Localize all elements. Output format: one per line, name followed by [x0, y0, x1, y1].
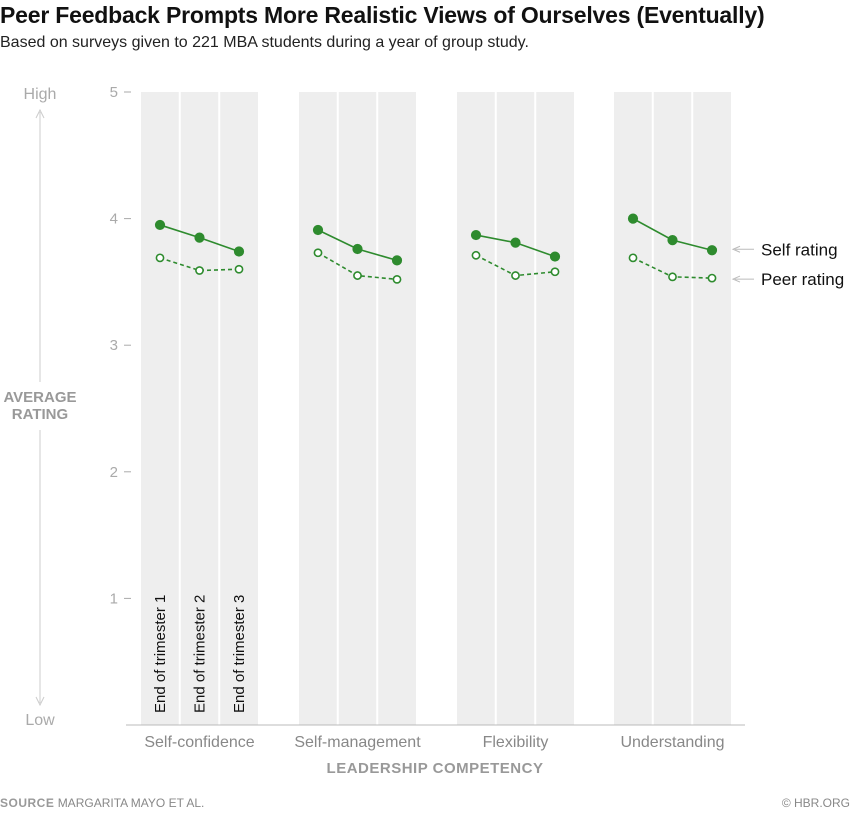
self-rating-point	[391, 255, 403, 266]
left-arrow-icon	[731, 275, 741, 283]
self-rating-point	[470, 229, 482, 241]
category-label: Self-confidence	[144, 734, 254, 751]
self-rating-point	[510, 237, 521, 248]
y-axis-title: AVERAGE	[3, 389, 76, 406]
y-tick-label: 4	[110, 211, 118, 228]
trimester-label: End of trimester 1	[152, 595, 169, 713]
credit-note: © HBR.ORG	[781, 796, 850, 810]
peer-rating-point	[511, 271, 520, 280]
y-tick-label: 2	[110, 464, 118, 481]
y-high-label: High	[24, 86, 57, 103]
self-rating-point	[312, 224, 324, 236]
down-arrow-icon	[35, 696, 45, 707]
self-rating-point	[154, 219, 166, 231]
competency-band	[457, 92, 574, 725]
source-label: SOURCE	[0, 796, 55, 810]
peer-rating-point	[707, 273, 717, 283]
peer-rating-point	[155, 253, 165, 263]
peer-rating-point	[234, 264, 244, 274]
self-rating-point	[352, 243, 363, 255]
peer-rating-point	[471, 250, 481, 260]
category-label: Self-management	[294, 734, 421, 751]
peer-rating-point	[392, 274, 402, 284]
y-axis-title: RATING	[12, 406, 68, 423]
peer-rating-point	[313, 248, 323, 258]
y-tick-label: 3	[110, 337, 118, 354]
left-arrow-icon	[731, 245, 741, 253]
chart-subtitle: Based on surveys given to 221 MBA studen…	[0, 34, 529, 51]
self-rating-point	[667, 235, 678, 246]
self-rating-point	[549, 251, 561, 262]
chart-title: Peer Feedback Prompts More Realistic Vie…	[0, 2, 765, 28]
y-tick-label: 1	[110, 590, 118, 607]
competency-band	[614, 92, 731, 725]
x-axis-title: LEADERSHIP COMPETENCY	[327, 760, 544, 777]
category-label: Flexibility	[483, 734, 549, 751]
competency-band	[141, 92, 258, 725]
y-low-label: Low	[25, 712, 55, 729]
self-rating-point	[194, 232, 205, 243]
up-arrow-icon	[35, 108, 45, 119]
source-note: SOURCE MARGARITA MAYO ET AL.	[0, 796, 204, 810]
peer-rating-point	[550, 267, 560, 277]
self-rating-point	[706, 245, 718, 256]
peer-rating-point	[668, 272, 677, 282]
source-text: MARGARITA MAYO ET AL.	[57, 796, 205, 810]
trimester-label: End of trimester 2	[192, 595, 209, 713]
peer-rating-point	[628, 253, 638, 263]
self-rating-point	[233, 246, 245, 257]
category-label: Understanding	[620, 734, 724, 751]
legend-self-rating: Self rating	[761, 240, 838, 259]
peer-rating-point	[353, 271, 362, 280]
y-tick-label: 5	[110, 84, 118, 101]
legend-peer-rating: Peer rating	[761, 270, 844, 289]
peer-rating-point	[195, 266, 204, 275]
trimester-label: End of trimester 3	[231, 595, 248, 713]
self-rating-point	[627, 213, 639, 224]
competency-band	[299, 92, 416, 725]
